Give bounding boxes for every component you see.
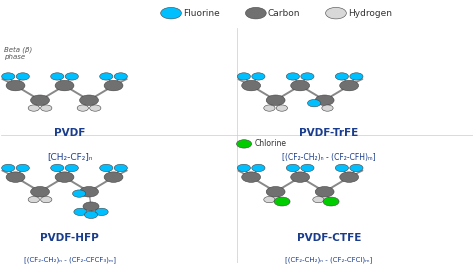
Text: PVDF-HFP: PVDF-HFP [40, 233, 99, 243]
Circle shape [6, 172, 25, 182]
Circle shape [2, 164, 15, 172]
Circle shape [266, 187, 285, 197]
Circle shape [315, 95, 334, 105]
Circle shape [95, 208, 108, 215]
Circle shape [2, 73, 15, 80]
Circle shape [335, 164, 348, 172]
Circle shape [77, 105, 89, 111]
Text: PVDF: PVDF [54, 128, 85, 138]
Text: Beta (β)
phase: Beta (β) phase [4, 47, 32, 60]
Circle shape [242, 80, 261, 91]
Circle shape [264, 105, 275, 111]
Circle shape [114, 73, 128, 80]
Circle shape [16, 164, 29, 172]
Circle shape [291, 172, 310, 182]
Circle shape [274, 197, 290, 206]
Circle shape [55, 80, 74, 91]
Circle shape [104, 80, 123, 91]
Circle shape [31, 95, 49, 105]
Circle shape [266, 95, 285, 105]
Circle shape [80, 95, 99, 105]
Circle shape [28, 105, 39, 111]
Circle shape [237, 73, 250, 80]
Circle shape [51, 164, 64, 172]
Circle shape [100, 164, 113, 172]
Circle shape [264, 196, 275, 203]
Circle shape [41, 105, 52, 111]
Circle shape [252, 73, 265, 80]
Circle shape [161, 7, 182, 19]
Circle shape [291, 80, 310, 91]
Circle shape [16, 73, 29, 80]
Circle shape [301, 164, 314, 172]
Text: PVDF-CTFE: PVDF-CTFE [297, 233, 361, 243]
Circle shape [335, 73, 348, 80]
Circle shape [326, 7, 346, 19]
Circle shape [350, 164, 363, 172]
Circle shape [340, 80, 358, 91]
Circle shape [242, 172, 261, 182]
Circle shape [51, 73, 64, 80]
Text: PVDF-TrFE: PVDF-TrFE [299, 128, 358, 138]
Circle shape [74, 208, 87, 215]
Circle shape [83, 202, 99, 211]
Circle shape [90, 105, 101, 111]
Text: [(CF₂-CH₂)ₙ - (CF₂-CFCF₃)ₘ]: [(CF₂-CH₂)ₙ - (CF₂-CFCF₃)ₘ] [24, 257, 116, 263]
Circle shape [308, 99, 321, 107]
Circle shape [80, 187, 99, 197]
Text: [(CF₂-CH₂)ₙ - (CF₂-CFH)ₘ]: [(CF₂-CH₂)ₙ - (CF₂-CFH)ₘ] [282, 153, 376, 162]
Circle shape [323, 197, 339, 206]
Circle shape [350, 73, 363, 80]
Circle shape [31, 187, 49, 197]
Circle shape [6, 80, 25, 91]
Circle shape [73, 190, 86, 197]
Circle shape [286, 73, 300, 80]
Circle shape [28, 196, 39, 203]
Circle shape [65, 73, 78, 80]
Circle shape [315, 187, 334, 197]
Circle shape [237, 164, 250, 172]
Text: [(CF₂-CH₂)ₙ - (CF₂-CFCl)ₘ]: [(CF₂-CH₂)ₙ - (CF₂-CFCl)ₘ] [285, 257, 373, 263]
Circle shape [286, 164, 300, 172]
Circle shape [65, 164, 78, 172]
Circle shape [340, 172, 358, 182]
Circle shape [84, 211, 98, 218]
Circle shape [322, 105, 333, 111]
Circle shape [237, 140, 252, 148]
Circle shape [114, 164, 128, 172]
Text: [CH₂-CF₂]ₙ: [CH₂-CF₂]ₙ [47, 153, 92, 162]
Circle shape [55, 172, 74, 182]
Circle shape [313, 196, 324, 203]
Text: Carbon: Carbon [268, 9, 300, 18]
Circle shape [301, 73, 314, 80]
Circle shape [100, 73, 113, 80]
Text: Fluorine: Fluorine [183, 9, 219, 18]
Circle shape [104, 172, 123, 182]
Text: Chlorine: Chlorine [255, 139, 287, 148]
Circle shape [41, 196, 52, 203]
Circle shape [246, 7, 266, 19]
Circle shape [252, 164, 265, 172]
Text: Hydrogen: Hydrogen [348, 9, 392, 18]
Circle shape [276, 105, 288, 111]
